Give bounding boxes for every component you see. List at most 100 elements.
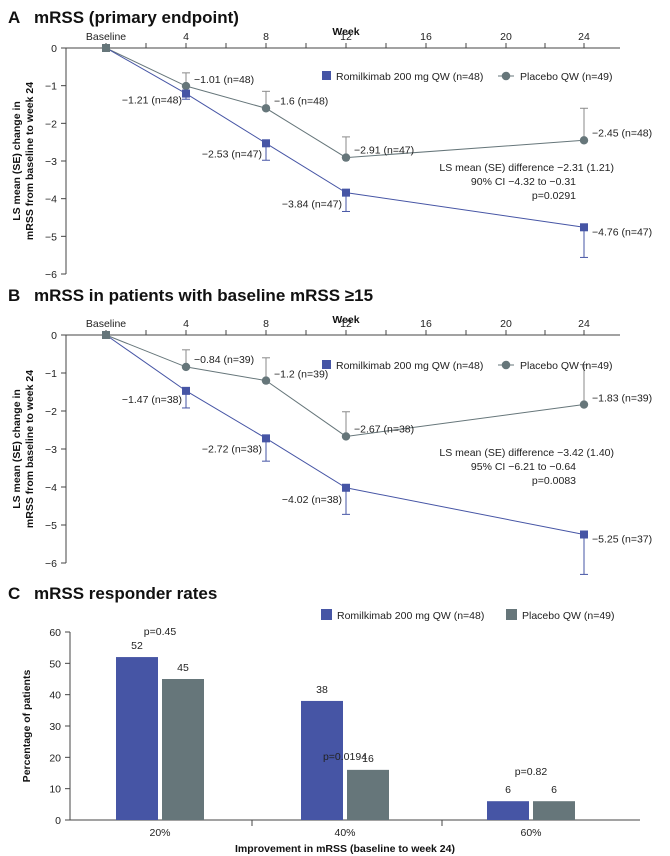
placebo-series-line [105, 334, 585, 437]
y-tick-label: −3 [45, 444, 57, 456]
x-tick-label: 12 [340, 31, 352, 43]
placebo-point [341, 432, 351, 441]
romilkimab-value-label: 6 [505, 784, 511, 796]
y-tick-label: −3 [45, 156, 57, 168]
placebo-data-label: −1.2 (n=39) [274, 369, 328, 381]
y-axis-label-line1: LS mean (SE) change in [11, 389, 23, 509]
placebo-data-label: −1.6 (n=48) [274, 95, 328, 107]
x-tick-label: Baseline [86, 31, 126, 43]
romilkimab-point [342, 483, 350, 492]
x-tick-label: Baseline [86, 318, 126, 330]
y-tick-label: 50 [49, 658, 61, 670]
placebo-data-label: −2.45 (n=48) [592, 127, 652, 139]
placebo-data-label: −0.84 (n=39) [194, 354, 254, 366]
x-tick-label: 8 [263, 31, 269, 43]
romilkimab-bar [116, 657, 158, 820]
placebo-point [579, 136, 589, 145]
romilkimab-data-label: −2.72 (n=38) [202, 443, 262, 455]
placebo-data-label: −1.83 (n=39) [592, 393, 652, 405]
legend-placebo-label: Placebo QW (n=49) [522, 610, 615, 622]
romilkimab-point [342, 188, 350, 197]
x-category-label: 20% [149, 827, 170, 839]
placebo-bar [347, 769, 389, 820]
y-tick-label: −1 [45, 81, 57, 93]
stats-annotation-line: 90% CI −4.32 to −0.31 [471, 176, 576, 188]
panel-letter: C [8, 584, 20, 603]
y-tick-label: −1 [45, 368, 57, 380]
legend-romilkimab-marker [322, 360, 331, 369]
romilkimab-bar [487, 801, 529, 820]
romilkimab-point [262, 139, 270, 148]
y-tick-label: −2 [45, 118, 57, 130]
y-axis-label-line1: LS mean (SE) change in [11, 101, 23, 221]
placebo-value-label: 45 [177, 662, 189, 674]
romilkimab-data-label: −5.25 (n=37) [592, 534, 652, 546]
legend-placebo-swatch [506, 609, 517, 620]
stats-annotation-line: LS mean (SE) difference −2.31 (1.21) [439, 162, 614, 174]
placebo-bar [533, 801, 575, 820]
p-value-label: p=0.82 [515, 766, 548, 778]
y-tick-label: 10 [49, 784, 61, 796]
y-tick-label: −2 [45, 406, 57, 418]
placebo-data-label: −2.91 (n=47) [354, 145, 414, 157]
romilkimab-point [580, 530, 588, 539]
x-tick-label: 16 [420, 318, 432, 330]
legend-placebo-label: Placebo QW (n=49) [520, 71, 613, 83]
x-category-label: 40% [334, 827, 355, 839]
panel-title: mRSS responder rates [34, 584, 217, 603]
x-tick-label: 16 [420, 31, 432, 43]
x-tick-label: 20 [500, 318, 512, 330]
romilkimab-data-label: −1.47 (n=38) [122, 394, 182, 406]
placebo-point [579, 400, 589, 409]
y-tick-label: −4 [45, 482, 57, 494]
stats-annotation-line: 95% CI −6.21 to −0.64 [471, 461, 576, 473]
romilkimab-bar [301, 700, 343, 820]
x-tick-label: 4 [183, 31, 189, 43]
legend-romilkimab-label: Romilkimab 200 mg QW (n=48) [337, 610, 484, 622]
p-value-label: p=0.45 [144, 626, 177, 638]
x-tick-label: 24 [578, 318, 590, 330]
y-tick-label: 0 [51, 43, 57, 55]
baseline-point [102, 44, 110, 52]
panel-letter: A [8, 8, 20, 27]
placebo-point [261, 104, 271, 113]
stats-annotation-line: LS mean (SE) difference −3.42 (1.40) [439, 447, 614, 459]
placebo-value-label: 16 [362, 753, 374, 765]
y-axis-label-line2: mRSS from baseline to week 24 [24, 370, 36, 528]
legend-romilkimab-marker [322, 71, 331, 80]
romilkimab-data-label: −4.76 (n=47) [592, 226, 652, 238]
stats-annotation-line: p=0.0083 [532, 475, 576, 487]
legend-romilkimab-label: Romilkimab 200 mg QW (n=48) [336, 71, 483, 83]
romilkimab-point [580, 223, 588, 232]
panel-letter: B [8, 286, 20, 305]
placebo-point [181, 362, 191, 372]
legend-romilkimab-swatch [321, 609, 332, 620]
x-category-label: 60% [520, 827, 541, 839]
y-tick-label: 0 [51, 330, 57, 342]
x-axis-label: Improvement in mRSS (baseline to week 24… [235, 843, 455, 855]
x-axis-title: Week [332, 26, 359, 38]
panel-title: mRSS in patients with baseline mRSS ≥15 [34, 286, 373, 305]
romilkimab-data-label: −3.84 (n=47) [282, 199, 342, 211]
x-tick-label: 24 [578, 31, 590, 43]
romilkimab-data-label: −2.53 (n=47) [202, 148, 262, 160]
romilkimab-point [182, 386, 190, 395]
y-axis-label-line2: mRSS from baseline to week 24 [24, 82, 36, 240]
stats-annotation-line: p=0.0291 [532, 190, 576, 202]
placebo-point [261, 376, 271, 385]
placebo-point [341, 153, 351, 162]
romilkimab-data-label: −4.02 (n=38) [282, 494, 342, 506]
y-tick-label: −5 [45, 231, 57, 243]
placebo-data-label: −1.01 (n=48) [194, 74, 254, 86]
romilkimab-value-label: 52 [131, 640, 143, 652]
y-tick-label: 0 [55, 815, 61, 827]
romilkimab-value-label: 38 [316, 684, 328, 696]
x-tick-label: 8 [263, 318, 269, 330]
x-tick-label: 4 [183, 318, 189, 330]
legend-placebo-label: Placebo QW (n=49) [520, 360, 613, 372]
placebo-bar [162, 679, 204, 820]
y-tick-label: −6 [45, 269, 57, 281]
